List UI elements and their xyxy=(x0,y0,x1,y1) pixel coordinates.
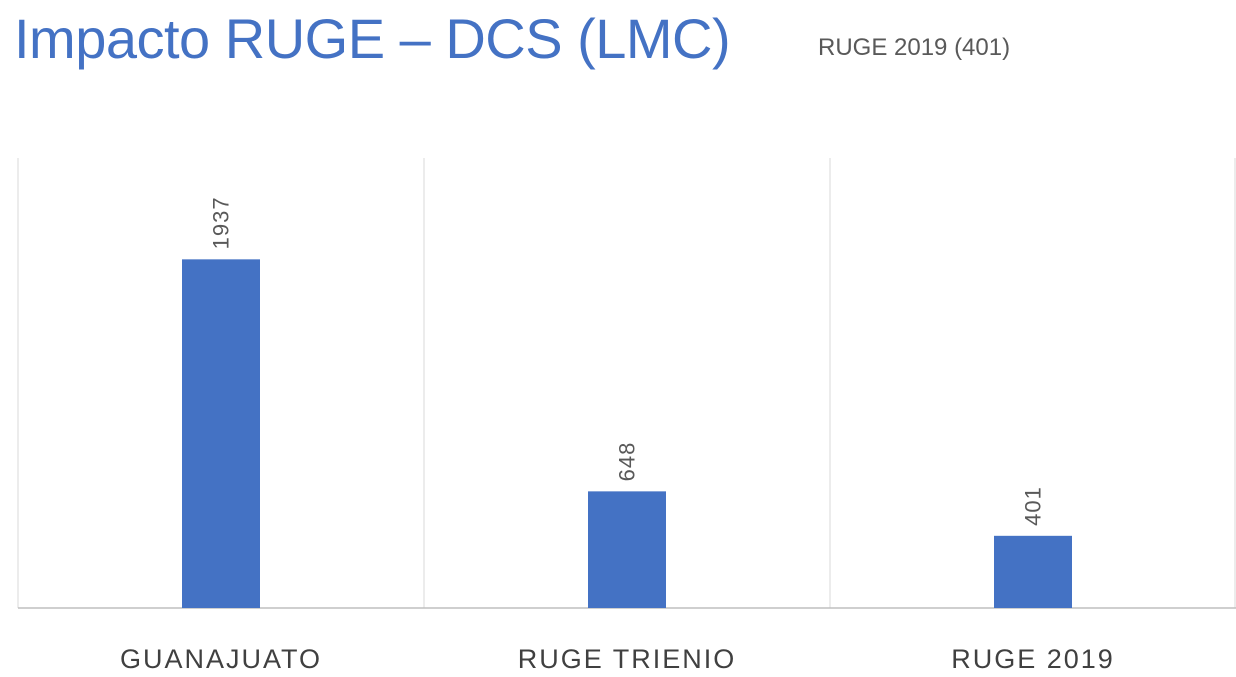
chart-data-labels: 1937 648 401 xyxy=(209,196,1046,525)
data-label-3: 401 xyxy=(1021,486,1046,526)
slide-title: Impacto RUGE – DCS (LMC) xyxy=(14,7,731,70)
category-label-3: RUGE 2019 xyxy=(951,644,1115,674)
data-label-1: 1937 xyxy=(209,196,234,249)
bar-2 xyxy=(588,491,666,608)
chart-category-labels: GUANAJUATO RUGE TRIENIO RUGE 2019 xyxy=(120,644,1115,674)
category-label-2: RUGE TRIENIO xyxy=(518,644,737,674)
bar-3 xyxy=(994,535,1072,608)
category-label-1: GUANAJUATO xyxy=(120,644,322,674)
chart-bars xyxy=(182,259,1072,608)
slide-subtitle: RUGE 2019 (401) xyxy=(818,34,1011,61)
bar-1 xyxy=(182,259,260,608)
data-label-2: 648 xyxy=(615,442,640,482)
